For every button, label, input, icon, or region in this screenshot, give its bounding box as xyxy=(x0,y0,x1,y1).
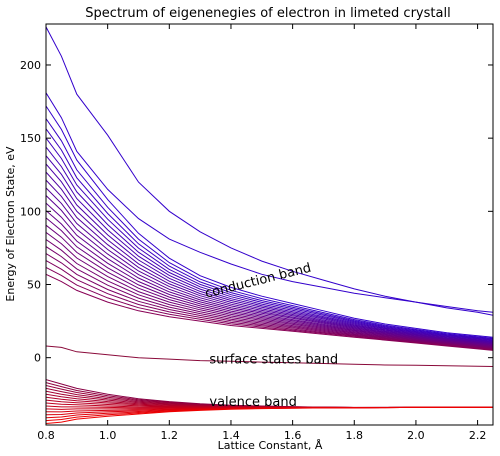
x-tick-label: 2.0 xyxy=(407,429,425,442)
valence-band-line xyxy=(46,406,493,424)
conduction-band-line xyxy=(46,137,493,341)
y-tick-label: 150 xyxy=(20,132,41,145)
conduction-band-line xyxy=(46,253,493,350)
y-axis-label: Energy of Electron State, eV xyxy=(4,146,17,302)
y-tick-label: 50 xyxy=(27,279,41,292)
x-tick-label: 1.8 xyxy=(346,429,364,442)
conduction-band-line xyxy=(46,246,493,349)
conduction-band-line xyxy=(46,163,493,343)
conduction-band-line xyxy=(46,202,493,346)
x-tick-label: 1.0 xyxy=(99,429,117,442)
plot-frame xyxy=(45,23,494,426)
x-tick-label: 0.8 xyxy=(37,429,55,442)
y-tick-label: 100 xyxy=(20,205,41,218)
conduction-band-line xyxy=(46,146,493,341)
x-tick-label: 2.2 xyxy=(469,429,487,442)
conduction-band-line xyxy=(46,118,493,339)
conduction-band-line xyxy=(46,171,493,343)
conduction-band-line xyxy=(46,224,493,347)
conduction-band-line xyxy=(46,273,493,351)
y-tick-label: 0 xyxy=(34,352,41,365)
y-axis-ticks: 0 50 100 150 200 xyxy=(20,59,493,365)
conduction-band-line xyxy=(46,105,493,338)
plot-background xyxy=(46,24,493,425)
x-tick-label: 1.6 xyxy=(284,429,302,442)
conduction-band-line xyxy=(46,128,493,340)
y-tick-label: 200 xyxy=(20,59,41,72)
conduction-band-line xyxy=(46,231,493,348)
band-annotation: surface states band xyxy=(209,353,338,368)
x-tick-label: 1.2 xyxy=(161,429,179,442)
conduction-band-line xyxy=(46,155,493,342)
x-axis-ticks: 0.8 1.0 1.2 1.4 1.6 1.8 2.0 2.2 xyxy=(37,24,486,442)
chart-title: Spectrum of eigenenegies of electron in … xyxy=(85,6,450,21)
surface-states-line xyxy=(46,345,493,367)
x-tick-label: 1.4 xyxy=(222,429,240,442)
conduction-band-line xyxy=(46,26,493,316)
conduction-band-line xyxy=(46,195,493,345)
band-annotation: valence band xyxy=(209,395,297,410)
conduction-band-line xyxy=(46,210,493,346)
x-axis-label: Lattice Constant, Å xyxy=(218,439,323,452)
conduction-band-line xyxy=(46,266,493,351)
series-lines xyxy=(46,26,493,424)
conduction-band-line xyxy=(46,187,493,345)
conduction-band-line xyxy=(46,179,493,344)
conduction-band-line xyxy=(46,239,493,349)
conduction-band-line xyxy=(46,217,493,347)
